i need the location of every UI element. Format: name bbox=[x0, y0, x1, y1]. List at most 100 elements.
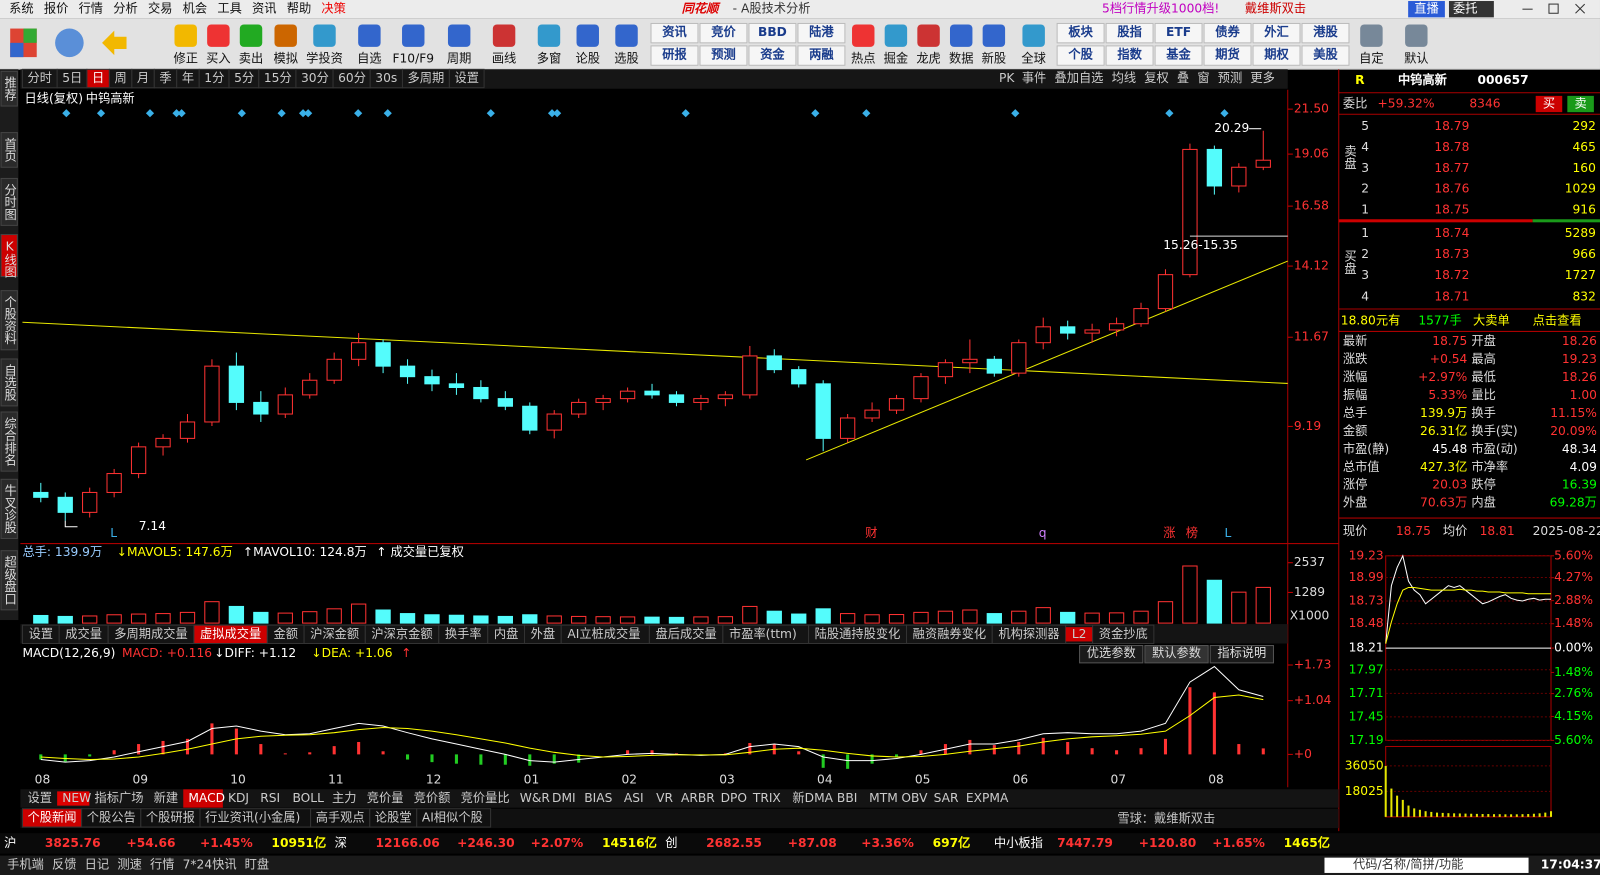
grid-label[interactable]: 板块 bbox=[1068, 24, 1093, 39]
grid-cell[interactable] bbox=[699, 22, 748, 44]
indicator-tab[interactable]: EXPMA bbox=[966, 791, 1009, 805]
tool-label[interactable]: 多窗 bbox=[537, 52, 561, 66]
big-order-text[interactable]: 点击查看 bbox=[1533, 314, 1582, 328]
vol-tab[interactable]: 虚拟成交量 bbox=[200, 626, 261, 641]
tool-icon[interactable] bbox=[917, 24, 940, 47]
vol-tab[interactable]: 内盘 bbox=[494, 626, 518, 641]
grid-label[interactable]: 个股 bbox=[1067, 47, 1093, 62]
tool-label[interactable]: 龙虎 bbox=[916, 52, 940, 66]
vol-tab[interactable]: 沪深京金额 bbox=[371, 626, 432, 641]
user-name[interactable]: 戴维斯双击 bbox=[1245, 1, 1306, 16]
period-tab[interactable]: 5分 bbox=[234, 71, 254, 85]
vol-tab[interactable]: 多周期成交量 bbox=[114, 626, 187, 641]
grid-cell[interactable] bbox=[1252, 45, 1301, 66]
macd-button[interactable] bbox=[1144, 645, 1209, 664]
period-tab[interactable]: 设置 bbox=[454, 71, 478, 85]
indicator-tab[interactable]: VR bbox=[656, 791, 673, 805]
event-flag[interactable]: 榜 bbox=[1186, 525, 1198, 540]
news-tab[interactable]: 论股堂 bbox=[375, 810, 412, 824]
grid-cell[interactable] bbox=[1154, 45, 1203, 66]
status-item[interactable]: 盯盘 bbox=[245, 856, 269, 871]
menu-item[interactable]: 资讯 bbox=[252, 2, 276, 16]
tool-icon[interactable] bbox=[358, 24, 381, 47]
grid-cell[interactable] bbox=[1301, 22, 1350, 44]
grid-label[interactable]: 期权 bbox=[1264, 47, 1289, 62]
grid-label[interactable]: 港股 bbox=[1313, 24, 1338, 39]
tool-label[interactable]: 论股 bbox=[576, 52, 600, 66]
tool-label[interactable]: 买入 bbox=[206, 52, 230, 66]
vol-tab[interactable]: 金额 bbox=[273, 626, 297, 641]
status-item[interactable]: 反馈 bbox=[52, 857, 76, 871]
menu-item[interactable]: 帮助 bbox=[287, 2, 311, 16]
buy-button[interactable] bbox=[1535, 95, 1563, 113]
vol-tab[interactable]: 盘后成交量 bbox=[656, 626, 717, 641]
vol-tab[interactable]: 换手率 bbox=[445, 626, 482, 641]
indicator-tab[interactable]: ARBR bbox=[681, 791, 715, 805]
tool-icon[interactable] bbox=[1360, 24, 1383, 47]
status-item[interactable]: 7*24快讯 bbox=[183, 857, 237, 871]
grid-cell[interactable] bbox=[1301, 45, 1350, 66]
period-tab[interactable]: 5日 bbox=[62, 71, 82, 85]
indicator-tab[interactable]: BOLL bbox=[292, 791, 324, 805]
tool-label[interactable]: 周期 bbox=[447, 52, 471, 66]
tool-label[interactable]: 掘金 bbox=[884, 51, 908, 66]
indicator-tab[interactable]: MACD bbox=[188, 791, 225, 805]
vol-tab[interactable]: 设置 bbox=[29, 627, 53, 641]
back-icon[interactable] bbox=[102, 30, 127, 56]
tool-label[interactable]: 默认 bbox=[1404, 51, 1428, 66]
indicator-tab[interactable]: 指标广场 bbox=[94, 790, 143, 805]
tool-icon[interactable] bbox=[1405, 24, 1428, 47]
news-tab[interactable]: 个股研报 bbox=[146, 809, 195, 824]
grid-label[interactable]: ETF bbox=[1166, 25, 1191, 39]
indicator-tab[interactable]: BBI bbox=[837, 791, 857, 805]
tool-icon[interactable] bbox=[1022, 24, 1045, 47]
tool-icon[interactable] bbox=[447, 24, 471, 47]
chart-tool[interactable]: 复权 bbox=[1144, 71, 1168, 85]
grid-cell[interactable] bbox=[1056, 45, 1105, 66]
vol-tab[interactable]: 机构探测器 bbox=[998, 626, 1059, 641]
live-label[interactable]: 直播 bbox=[1414, 2, 1438, 16]
tool-icon[interactable] bbox=[492, 24, 516, 47]
tool-label[interactable]: 修正 bbox=[173, 51, 197, 66]
grid-cell[interactable] bbox=[699, 45, 748, 66]
indicator-tab[interactable]: W&R bbox=[520, 791, 551, 805]
entrust-btn[interactable] bbox=[1448, 1, 1494, 18]
grid-label[interactable]: 股指 bbox=[1117, 24, 1141, 39]
side-tab-bg[interactable] bbox=[0, 234, 18, 278]
vol-tab[interactable]: L2 bbox=[1072, 627, 1087, 641]
tool-label[interactable]: 新股 bbox=[982, 51, 1006, 66]
grid-label[interactable]: 研报 bbox=[662, 47, 687, 62]
tool-icon[interactable] bbox=[537, 24, 561, 47]
status-item[interactable]: 手机端 bbox=[7, 857, 44, 871]
vol-tab[interactable]: 成交量 bbox=[65, 626, 102, 641]
tool-icon[interactable] bbox=[313, 24, 336, 47]
entrust-label[interactable]: 委托 bbox=[1453, 2, 1477, 16]
indicator-tab[interactable]: 主力 bbox=[332, 791, 356, 805]
tool-icon[interactable] bbox=[239, 24, 263, 47]
sell-button-label[interactable]: 卖 bbox=[1574, 97, 1586, 111]
news-tab[interactable]: 行业资讯(小金属) bbox=[205, 809, 300, 824]
event-flag[interactable]: 财 bbox=[865, 526, 877, 540]
vol-tab[interactable]: 沪深金额 bbox=[310, 626, 359, 641]
side-tab[interactable]: 个股资料 bbox=[3, 296, 17, 345]
indicator-tab[interactable]: BIAS bbox=[584, 791, 612, 805]
event-flag[interactable]: 涨 bbox=[1163, 525, 1175, 540]
event-flag[interactable]: L bbox=[110, 526, 117, 540]
tool-label[interactable]: 数据 bbox=[949, 51, 973, 66]
tool-label[interactable]: 卖出 bbox=[239, 52, 263, 66]
side-tab-bg[interactable] bbox=[0, 70, 18, 107]
grid-cell[interactable] bbox=[748, 45, 797, 66]
menu-item[interactable]: 交易 bbox=[148, 1, 172, 16]
grid-cell[interactable] bbox=[650, 45, 699, 66]
chart-tool[interactable]: 预测 bbox=[1218, 71, 1242, 85]
side-tab[interactable]: K线图 bbox=[3, 240, 17, 278]
tool-label[interactable]: 选股 bbox=[614, 52, 638, 66]
chart-tool[interactable]: 事件 bbox=[1022, 71, 1046, 85]
tool-icon[interactable] bbox=[852, 24, 875, 47]
indicator-tab[interactable]: MTM bbox=[869, 791, 898, 805]
grid-label[interactable]: 基金 bbox=[1165, 47, 1191, 62]
side-tab-bg[interactable] bbox=[0, 478, 18, 539]
search-placeholder[interactable]: 代码/名称/简拼/功能 bbox=[1353, 856, 1463, 871]
chart-tool[interactable]: PK bbox=[999, 71, 1015, 85]
grid-label[interactable]: BBD bbox=[758, 25, 787, 39]
